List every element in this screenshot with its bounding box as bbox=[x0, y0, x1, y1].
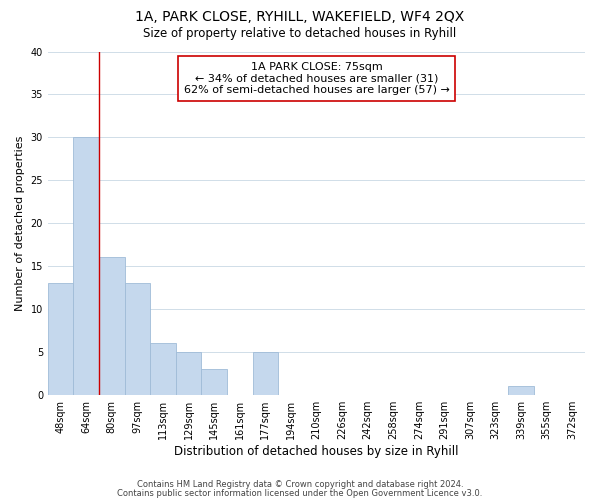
Bar bbox=[48, 283, 73, 395]
Bar bbox=[176, 352, 202, 395]
Y-axis label: Number of detached properties: Number of detached properties bbox=[15, 136, 25, 311]
Text: 1A, PARK CLOSE, RYHILL, WAKEFIELD, WF4 2QX: 1A, PARK CLOSE, RYHILL, WAKEFIELD, WF4 2… bbox=[136, 10, 464, 24]
Bar bbox=[99, 258, 125, 394]
Bar bbox=[125, 283, 150, 395]
Bar bbox=[73, 138, 99, 394]
Text: Contains HM Land Registry data © Crown copyright and database right 2024.: Contains HM Land Registry data © Crown c… bbox=[137, 480, 463, 489]
Text: Size of property relative to detached houses in Ryhill: Size of property relative to detached ho… bbox=[143, 28, 457, 40]
Bar bbox=[253, 352, 278, 395]
Text: Contains public sector information licensed under the Open Government Licence v3: Contains public sector information licen… bbox=[118, 488, 482, 498]
Bar bbox=[202, 369, 227, 394]
Text: 1A PARK CLOSE: 75sqm
← 34% of detached houses are smaller (31)
62% of semi-detac: 1A PARK CLOSE: 75sqm ← 34% of detached h… bbox=[184, 62, 449, 95]
Bar bbox=[150, 343, 176, 394]
Bar bbox=[508, 386, 534, 394]
X-axis label: Distribution of detached houses by size in Ryhill: Distribution of detached houses by size … bbox=[174, 444, 459, 458]
